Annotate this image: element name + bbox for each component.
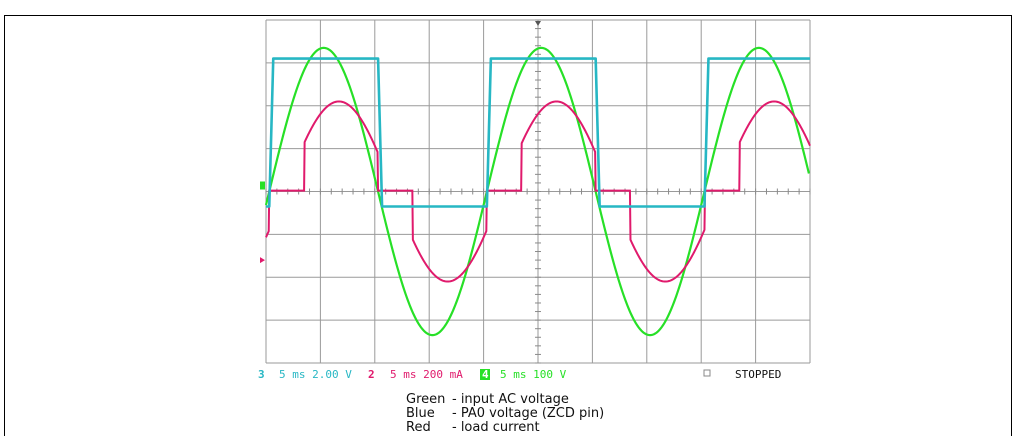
channel-markers	[260, 21, 541, 264]
trigger-position-marker	[535, 21, 541, 26]
series-input-ac-voltage	[264, 46, 810, 337]
status-square-icon	[703, 369, 711, 377]
series-pa0-voltage	[266, 57, 810, 208]
series-load-current	[265, 100, 811, 283]
ch4-number-box	[480, 369, 490, 380]
acquisition-state: STOPPED	[735, 368, 781, 381]
ch4-ground-marker	[260, 181, 265, 190]
figure-frame	[4, 15, 1012, 436]
ch2-scale: 5 ms 200 mA	[390, 368, 463, 381]
traces	[264, 46, 811, 337]
ch2-number: 2	[368, 368, 375, 381]
ch4-scale: 5 ms 100 V	[500, 368, 567, 381]
legend-green-label: Green	[406, 392, 445, 407]
ch3-number: 3	[258, 368, 265, 381]
ch3-scale: 5 ms 2.00 V	[279, 368, 352, 381]
legend-blue-text: - PA0 voltage (ZCD pin)	[452, 406, 604, 421]
ch4-number: 4	[482, 368, 489, 381]
legend-green-text: - input AC voltage	[452, 392, 569, 407]
legend-red-label: Red	[406, 420, 431, 435]
legend-blue-label: Blue	[406, 406, 435, 421]
grid	[265, 19, 811, 364]
ch2-ground-marker	[260, 257, 265, 264]
legend-red-text: - load current	[452, 420, 540, 435]
